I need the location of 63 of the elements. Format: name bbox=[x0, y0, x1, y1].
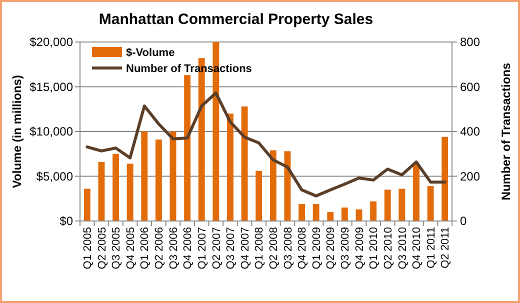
bar bbox=[298, 204, 305, 221]
bar bbox=[155, 140, 162, 221]
bar bbox=[141, 132, 148, 221]
y2-axis-title: Number of Transactions bbox=[499, 62, 514, 200]
x-tick-label: Q2 2008 bbox=[268, 227, 280, 270]
x-tick-label: Q3 2007 bbox=[225, 227, 238, 270]
bar bbox=[398, 188, 406, 221]
bar bbox=[184, 75, 191, 221]
y2-tick-label: 400 bbox=[460, 124, 480, 139]
x-tick-label: Q4 2009 bbox=[354, 227, 366, 270]
line-series bbox=[86, 92, 446, 198]
x-tick-label: Q2 2010 bbox=[382, 227, 394, 270]
y2-tick-label: 0 bbox=[460, 214, 467, 228]
x-tick-label: Q2 2009 bbox=[325, 227, 338, 270]
x-tick-label: Q1 2008 bbox=[254, 227, 266, 270]
x-tick-label: Q4 2005 bbox=[124, 227, 137, 270]
x-tick-label: Q1 2007 bbox=[196, 227, 208, 270]
x-tick-label: Q3 2008 bbox=[282, 227, 294, 270]
bar bbox=[427, 186, 434, 221]
bar bbox=[370, 201, 377, 221]
bar bbox=[126, 164, 134, 221]
bar bbox=[341, 208, 348, 221]
bar bbox=[327, 212, 334, 221]
bar bbox=[256, 170, 262, 221]
bar bbox=[270, 150, 276, 221]
x-tick-label: Q2 2011 bbox=[440, 227, 452, 268]
x-tick-label: Q1 2006 bbox=[139, 227, 152, 270]
x-tick-label: Q3 2009 bbox=[340, 227, 352, 270]
y-tick-label: $20,000 bbox=[30, 35, 74, 50]
bar bbox=[413, 162, 420, 221]
x-tick-label: Q2 2005 bbox=[96, 227, 108, 270]
x-tick-label: Q3 2010 bbox=[396, 227, 409, 270]
bar bbox=[227, 114, 234, 221]
x-tick-label: Q1 2009 bbox=[310, 227, 323, 270]
bar bbox=[112, 154, 119, 221]
y2-tick-label: 600 bbox=[460, 80, 480, 94]
bar bbox=[98, 162, 105, 221]
y-tick-label: $15,000 bbox=[30, 80, 74, 94]
bar bbox=[384, 190, 391, 221]
chart-title: Manhattan Commercial Property Sales bbox=[98, 11, 374, 28]
bar bbox=[84, 188, 90, 221]
bar bbox=[442, 136, 448, 221]
y2-tick-label: 200 bbox=[460, 169, 480, 184]
bar bbox=[241, 106, 248, 221]
x-tick-label: Q1 2010 bbox=[368, 227, 380, 270]
x-tick-label: Q4 2006 bbox=[182, 227, 194, 270]
bar bbox=[312, 204, 320, 221]
y2-tick-label: 800 bbox=[460, 35, 480, 50]
x-tick-label: Q4 2010 bbox=[411, 227, 424, 270]
x-tick-label: Q3 2006 bbox=[168, 227, 180, 270]
x-tick-label: Q1 2005 bbox=[82, 227, 94, 270]
legend-label: $-Volume bbox=[126, 46, 175, 59]
x-tick-label: Q2 2006 bbox=[154, 227, 166, 270]
bar bbox=[284, 151, 291, 221]
x-tick-label: Q4 2008 bbox=[296, 227, 309, 270]
y-tick-label: $0 bbox=[60, 214, 74, 228]
x-tick-label: Q3 2005 bbox=[110, 227, 123, 270]
x-tick-label: Q2 2007 bbox=[210, 227, 223, 270]
x-tick-label: Q4 2007 bbox=[239, 227, 252, 270]
y-tick-label: $10,000 bbox=[30, 124, 74, 139]
y-tick-label: $5,000 bbox=[36, 169, 74, 184]
x-tick-label: Q1 2011 bbox=[425, 227, 438, 268]
y-axis-title: Volume (in millions) bbox=[10, 74, 24, 188]
